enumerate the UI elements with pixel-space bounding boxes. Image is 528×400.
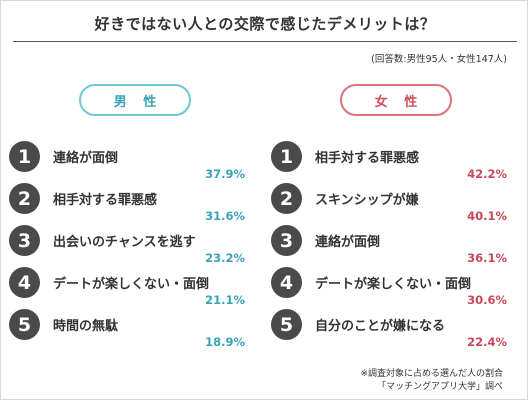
rank-label: デートが楽しくない・面倒 bbox=[53, 277, 210, 292]
rank-value: 36.1% bbox=[467, 251, 507, 265]
rank-badge: 3 bbox=[9, 225, 40, 256]
rank-label: デートが楽しくない・面倒 bbox=[315, 277, 472, 292]
male-rank-row: 1 連絡が面倒 37.9% bbox=[9, 141, 249, 183]
female-rank-row: 4 デートが楽しくない・面倒 30.6% bbox=[271, 267, 511, 309]
rank-badge: 4 bbox=[9, 267, 40, 298]
footnote-source: 「マッチングアプリ大学」調べ bbox=[376, 382, 503, 392]
male-rank-row: 5 時間の無駄 18.9% bbox=[9, 309, 249, 351]
page-title: 好きではない人との交際で感じたデメリットは？ bbox=[94, 15, 436, 33]
rank-label: 相手対する罪悪感 bbox=[315, 151, 420, 166]
female-header-pill: 女 性 bbox=[340, 84, 452, 116]
rank-badge: 4 bbox=[271, 267, 302, 298]
rank-badge: 1 bbox=[271, 141, 302, 172]
rank-value: 42.2% bbox=[467, 167, 507, 181]
rank-label: 連絡が面倒 bbox=[315, 235, 381, 250]
rank-value: 22.4% bbox=[467, 335, 507, 349]
rank-badge: 2 bbox=[9, 183, 40, 214]
rank-badge: 1 bbox=[9, 141, 40, 172]
male-header-pill: 男 性 bbox=[79, 84, 191, 116]
rank-value: 21.1% bbox=[205, 293, 245, 307]
rank-value: 30.6% bbox=[467, 293, 507, 307]
footnote: ※調査対象に占める選んだ人の割合 「マッチングアプリ大学」調べ bbox=[360, 368, 503, 394]
female-rank-row: 2 スキンシップが嫌 40.1% bbox=[271, 183, 511, 225]
rank-label: 相手対する罪悪感 bbox=[53, 193, 158, 208]
rank-badge: 5 bbox=[271, 309, 302, 340]
title-divider bbox=[13, 41, 517, 42]
rank-label: スキンシップが嫌 bbox=[315, 193, 419, 208]
rank-label: 出会いのチャンスを逃す bbox=[53, 235, 196, 250]
rank-value: 23.2% bbox=[205, 251, 245, 265]
rank-label: 自分のことが嫌になる bbox=[315, 319, 446, 334]
footnote-note: ※調査対象に占める選んだ人の割合 bbox=[360, 369, 503, 379]
male-rank-row: 4 デートが楽しくない・面倒 21.1% bbox=[9, 267, 249, 309]
female-rank-row: 3 連絡が面倒 36.1% bbox=[271, 225, 511, 267]
rank-label: 時間の無駄 bbox=[53, 319, 119, 334]
rank-badge: 3 bbox=[271, 225, 302, 256]
female-rank-row: 1 相手対する罪悪感 42.2% bbox=[271, 141, 511, 183]
respondent-count: (回答数:男性95人・女性147人) bbox=[371, 54, 507, 65]
female-rank-row: 5 自分のことが嫌になる 22.4% bbox=[271, 309, 511, 351]
male-rank-row: 3 出会いのチャンスを逃す 23.2% bbox=[9, 225, 249, 267]
rank-label: 連絡が面倒 bbox=[53, 151, 119, 166]
rank-value: 40.1% bbox=[467, 209, 507, 223]
rank-badge: 5 bbox=[9, 309, 40, 340]
rank-value: 31.6% bbox=[205, 209, 245, 223]
rank-badge: 2 bbox=[271, 183, 302, 214]
male-rank-row: 2 相手対する罪悪感 31.6% bbox=[9, 183, 249, 225]
rank-value: 18.9% bbox=[205, 335, 245, 349]
rank-value: 37.9% bbox=[205, 167, 245, 181]
